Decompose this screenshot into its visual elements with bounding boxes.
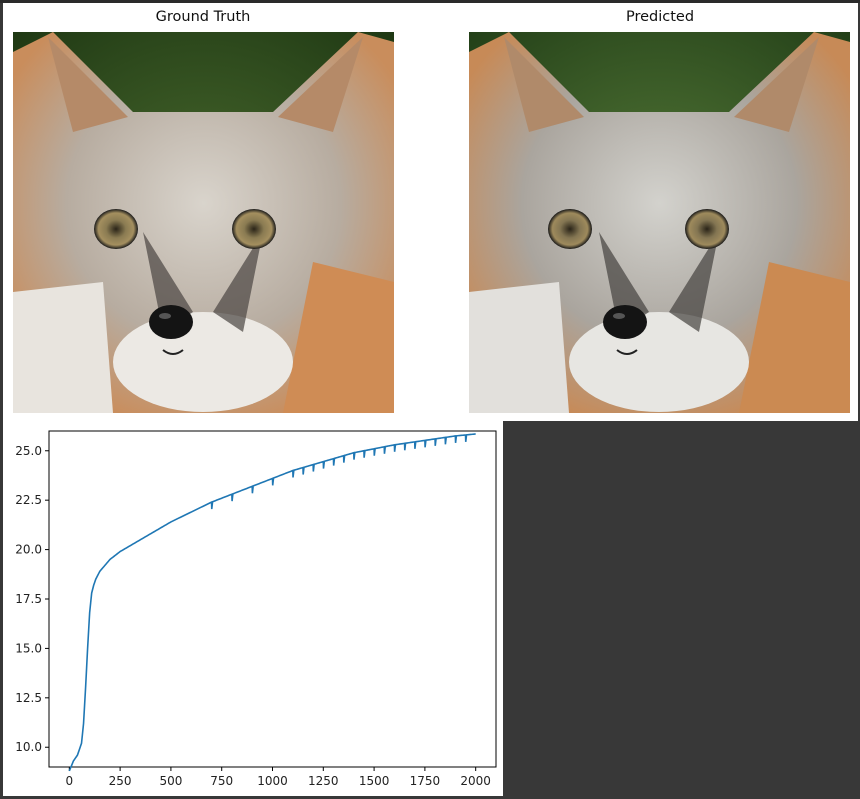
psnr-line-chart: 0 250 500 750 1000 1250 1500 1750 2000 10.0 12.5 15… bbox=[15, 430, 497, 788]
y-tick-label: 25.0 bbox=[15, 444, 42, 458]
x-tick-label: 1500 bbox=[359, 774, 390, 788]
predicted-title: Predicted bbox=[625, 9, 695, 25]
x-tick-label: 250 bbox=[109, 774, 132, 788]
x-tick-label: 0 bbox=[65, 774, 73, 788]
y-tick-label: 17.5 bbox=[15, 592, 42, 606]
y-tick-label: 20.0 bbox=[15, 543, 42, 557]
y-tick-label: 22.5 bbox=[15, 493, 42, 507]
y-tick-label: 15.0 bbox=[15, 641, 42, 655]
psnr-chart-panel: 0 250 500 750 1000 1250 1500 1750 2000 10.0 12.5 15… bbox=[3, 421, 503, 796]
x-tick-label: 750 bbox=[210, 774, 233, 788]
ground-truth-title: Ground Truth bbox=[155, 9, 251, 25]
predicted-image bbox=[469, 32, 850, 413]
plot-frame bbox=[48, 430, 497, 768]
x-tick-label: 500 bbox=[159, 774, 182, 788]
ground-truth-image bbox=[13, 32, 394, 413]
x-tick-label: 1750 bbox=[410, 774, 441, 788]
x-tick-label: 1250 bbox=[308, 774, 339, 788]
image-comparison-panel: Ground Truth bbox=[3, 3, 858, 421]
y-tick-label: 12.5 bbox=[15, 691, 42, 705]
window-top-border bbox=[0, 0, 860, 3]
x-tick-label: 1000 bbox=[257, 774, 288, 788]
psnr-series-line bbox=[68, 433, 476, 772]
x-tick-label: 2000 bbox=[460, 774, 491, 788]
y-tick-label: 10.0 bbox=[15, 740, 42, 754]
